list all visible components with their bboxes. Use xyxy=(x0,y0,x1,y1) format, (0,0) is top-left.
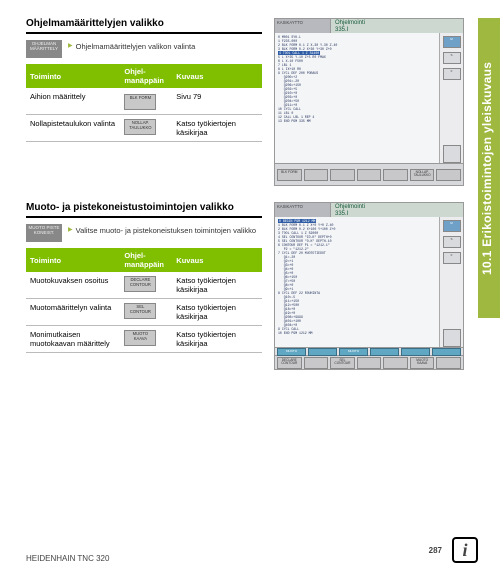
scr-softkey-row: DECLARE CONTOUR SEL CONTOUR MUOTO KAAVA xyxy=(275,355,463,369)
section-2-title: Muoto- ja pistekoneistustoimintojen vali… xyxy=(26,202,262,213)
scr-side-m[interactable]: M xyxy=(443,36,461,48)
scr-btn-blkform[interactable]: BLK FORM xyxy=(277,169,302,181)
side-tab: 10.1 Erikoistoimintojen yleiskuvaus xyxy=(478,18,500,318)
scr-side-sig xyxy=(443,145,461,163)
cell-func: Monimutkaisen muotokaavan määrittely xyxy=(26,326,120,353)
section-2: Muoto- ja pistekoneistustoimintojen vali… xyxy=(26,202,478,370)
scr-title: Ohjelmointi 335.I xyxy=(331,203,463,217)
table-1: Toiminto Ohjel- manäppäin Kuvaus Aihion … xyxy=(26,64,262,142)
section-2-desc: Valitse muoto- ja pistekoneistuksen toim… xyxy=(68,224,256,235)
section-1: Ohjelmamäärittelyjen valikko OHJELMAN MÄ… xyxy=(26,18,478,186)
scr-softkey-row: BLK FORM NOLLAP. TAULUKKO xyxy=(275,163,463,185)
section-1-desc: Ohjelmamäärittelyjen valikon valinta xyxy=(68,40,195,51)
rule xyxy=(26,32,262,34)
rule xyxy=(26,216,262,218)
softkey-sel-contour[interactable]: SEL CONTOUR xyxy=(124,303,156,319)
softkey-muoto-kaava[interactable]: MUOTO KAAVA xyxy=(124,330,156,346)
scr-mode: KASIKAYTTO xyxy=(275,203,331,217)
page-number: 287 xyxy=(429,546,442,555)
th-softkey: Ohjel- manäppäin xyxy=(120,64,172,88)
section-1-title: Ohjelmamäärittelyjen valikko xyxy=(26,18,262,29)
scr-bk-muoto[interactable]: MUOTO xyxy=(277,348,306,356)
scr-side-f[interactable]: F xyxy=(443,252,461,264)
scr-btn-nollap[interactable]: NOLLAP. TAULUKKO xyxy=(410,169,435,181)
th-softkey: Ohjel- manäppäin xyxy=(120,248,172,272)
cell-desc: Katso työkiertojen käsikirjaa xyxy=(172,115,262,142)
th-kuvaus: Kuvaus xyxy=(172,248,262,272)
cell-func: Aihion määrittely xyxy=(26,88,120,115)
scr-side-s[interactable]: S xyxy=(443,236,461,248)
scr-title: Ohjelmointi 335.I xyxy=(331,19,463,33)
cell-func: Nollapistetaulukon valinta xyxy=(26,115,120,142)
scr-side-s[interactable]: S xyxy=(443,52,461,64)
screenshot-1: KASIKAYTTO Ohjelmointi 335.I 0 M001 SYK.… xyxy=(274,18,464,186)
footer: HEIDENHAIN TNC 320 287 i xyxy=(26,537,478,563)
table-row: Muotokuvaksen osoitus DECLARE CONTOUR Ka… xyxy=(26,272,262,299)
info-icon: i xyxy=(452,537,478,563)
table-row: Monimutkaisen muotokaavan määrittely MUO… xyxy=(26,326,262,353)
cell-desc: Katso työkiertojen käsikirjaa xyxy=(172,272,262,299)
softkey-blk-form[interactable]: BLK FORM xyxy=(124,94,156,110)
scr-btn-declare[interactable]: DECLARE CONTOUR xyxy=(277,357,302,369)
scr-side-m[interactable]: M xyxy=(443,220,461,232)
scr-code: 0 BEGIN PGM 1212 MM 1 BLK FORM 0.1 Z X+0… xyxy=(275,217,439,347)
footer-product: HEIDENHAIN TNC 320 xyxy=(26,554,109,563)
scr-btn-muotokaava[interactable]: MUOTO KAAVA xyxy=(410,357,435,369)
cell-desc: Katso työkiertojen käsikirjaa xyxy=(172,326,262,353)
screenshot-2: KASIKAYTTO Ohjelmointi 335.I 0 BEGIN PGM… xyxy=(274,202,464,370)
scr-mode: KASIKAYTTO xyxy=(275,19,331,33)
cell-desc: Katso työkiertojen käsikirjaa xyxy=(172,299,262,326)
cell-func: Muotokuvaksen osoitus xyxy=(26,272,120,299)
th-kuvaus: Kuvaus xyxy=(172,64,262,88)
scr-btn-selcontour[interactable]: SEL CONTOUR xyxy=(330,357,355,369)
table-row: Muotomäärittelyn valinta SEL CONTOUR Kat… xyxy=(26,299,262,326)
table-2: Toiminto Ohjel- manäppäin Kuvaus Muotoku… xyxy=(26,248,262,353)
softkey-declare-contour[interactable]: DECLARE CONTOUR xyxy=(124,276,156,292)
scr-bk-muoto2[interactable]: MUOTO xyxy=(339,348,368,356)
cell-desc: Sivu 79 xyxy=(172,88,262,115)
table-row: Aihion määrittely BLK FORM Sivu 79 xyxy=(26,88,262,115)
table-row: Nollapistetaulukon valinta NOLLAP. TAULU… xyxy=(26,115,262,142)
scr-side-f[interactable]: F xyxy=(443,68,461,80)
th-toiminto: Toiminto xyxy=(26,64,120,88)
scr-code: 0 M001 SYK.L 1 F235.000 2 BLK FORM 0.1 Z… xyxy=(275,33,439,163)
softkey-contour-point[interactable]: MUOTO PISTE KONEIST. xyxy=(26,224,62,242)
softkey-program-defs[interactable]: OHJELMAN MÄÄRITTELY xyxy=(26,40,62,58)
softkey-nollap[interactable]: NOLLAP. TAULUKKO xyxy=(124,119,156,135)
cell-func: Muotomäärittelyn valinta xyxy=(26,299,120,326)
scr-side-sig xyxy=(443,329,461,347)
th-toiminto: Toiminto xyxy=(26,248,120,272)
